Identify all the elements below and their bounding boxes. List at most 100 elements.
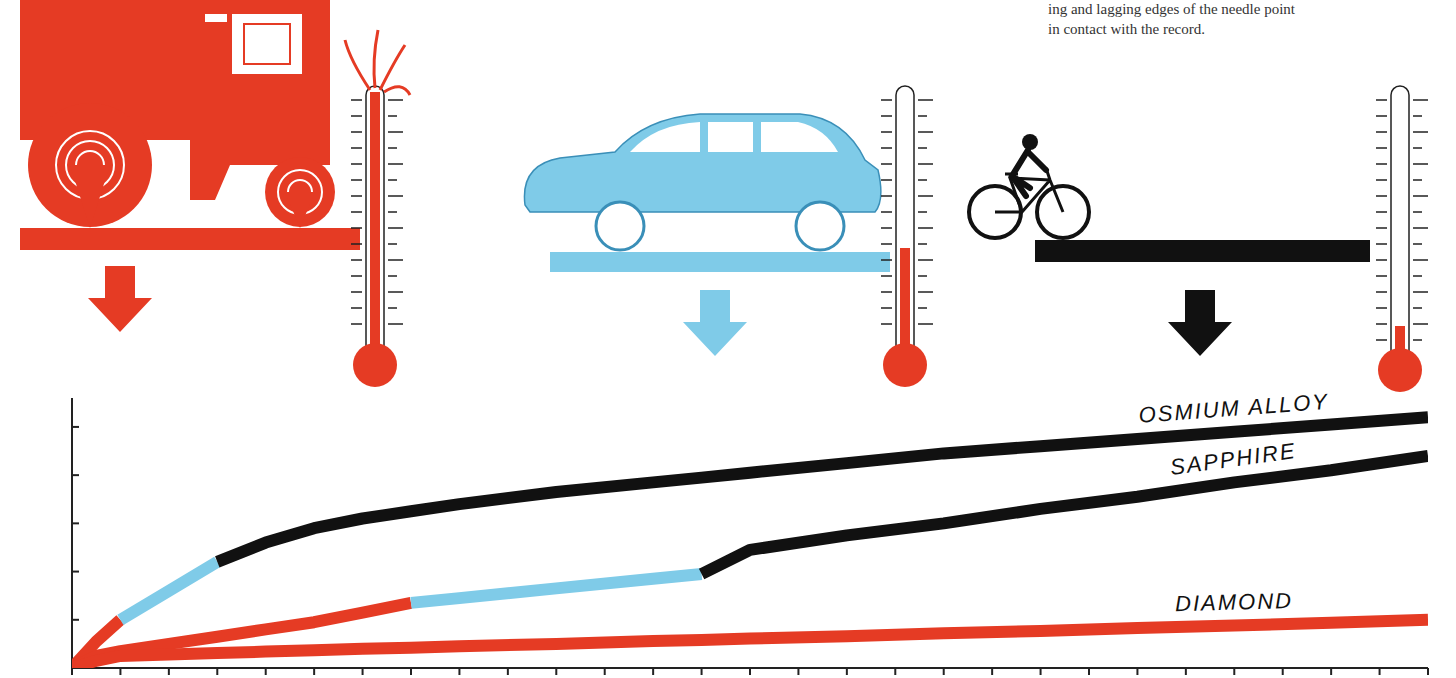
road xyxy=(20,228,360,250)
y-tick xyxy=(72,474,79,476)
thermo-scale xyxy=(388,115,397,117)
thermo-scale xyxy=(918,163,933,165)
thermo-scale xyxy=(881,131,892,133)
x-tick xyxy=(168,668,170,675)
thermo-scale xyxy=(881,195,892,197)
car-body xyxy=(524,114,880,212)
bicycle xyxy=(969,134,1370,262)
x-tick xyxy=(216,668,218,675)
rider xyxy=(1012,150,1046,196)
thermo-scale xyxy=(388,99,403,101)
thermo-scale xyxy=(388,163,403,165)
thermo-scale xyxy=(1413,179,1422,181)
thermo-scale xyxy=(1376,147,1387,149)
thermo-scale xyxy=(351,275,362,277)
thermo-tube xyxy=(896,86,914,365)
thermo-scale xyxy=(1376,339,1387,341)
thermo-scale xyxy=(351,291,362,293)
thermo-scale xyxy=(388,291,403,293)
thermo-tube xyxy=(366,86,384,365)
thermo-scale xyxy=(918,115,927,117)
thermo-scale xyxy=(1413,211,1422,213)
thermo-scale xyxy=(881,227,892,229)
thermo-scale xyxy=(1376,211,1387,213)
x-tick xyxy=(1379,668,1381,675)
thermo-bulb xyxy=(353,343,397,387)
thermo-bulb xyxy=(883,343,927,387)
truck-wedge xyxy=(285,192,315,228)
thermo-scale xyxy=(881,211,892,213)
road xyxy=(1035,240,1370,262)
thermo-scale xyxy=(918,227,933,229)
x-tick xyxy=(1330,668,1332,675)
x-tick xyxy=(555,668,557,675)
thermo-scale xyxy=(351,323,362,325)
thermo-scale xyxy=(881,115,892,117)
series-label: OSMIUM ALLOY xyxy=(1138,389,1330,428)
x-tick xyxy=(894,668,896,675)
thermo-scale xyxy=(1376,307,1387,309)
thermo-scale xyxy=(918,99,933,101)
y-tick xyxy=(72,522,79,524)
x-tick xyxy=(265,668,267,675)
x-tick xyxy=(1136,668,1138,675)
thermo-scale xyxy=(388,259,403,261)
thermo-scale xyxy=(1376,131,1387,133)
y-tick xyxy=(72,571,79,573)
x-tick xyxy=(362,668,364,675)
thermo-scale xyxy=(1413,147,1422,149)
truck-wheel xyxy=(28,103,152,227)
truck xyxy=(20,0,360,250)
thermo-scale xyxy=(918,275,927,277)
series-labels: OSMIUM ALLOYSAPPHIREDIAMOND xyxy=(1138,389,1330,616)
thermo-scale xyxy=(1376,259,1387,261)
annotation: in contact with the record. xyxy=(1048,21,1205,37)
thermo-scale xyxy=(918,323,933,325)
rider-head xyxy=(1022,134,1038,150)
thermo-scale xyxy=(881,307,892,309)
y-tick xyxy=(72,426,79,428)
arrow xyxy=(88,266,152,332)
car-window xyxy=(761,122,838,152)
chart: ing and lagging edges of the needle poin… xyxy=(0,0,1456,678)
car-wheel xyxy=(796,202,844,250)
x-tick xyxy=(507,668,509,675)
series-label: SAPPHIRE xyxy=(1169,438,1298,480)
thermo-scale xyxy=(388,131,403,133)
thermo-scale xyxy=(1376,99,1387,101)
line-segment xyxy=(411,574,702,603)
x-tick xyxy=(1185,668,1187,675)
thermo-scale xyxy=(881,243,892,245)
x-tick xyxy=(1088,668,1090,675)
x-tick xyxy=(604,668,606,675)
thermo-scale xyxy=(1376,323,1387,325)
thermo-scale xyxy=(881,291,892,293)
thermo-scale xyxy=(881,163,892,165)
thermo-scale xyxy=(351,179,362,181)
thermo-scale xyxy=(351,195,362,197)
thermo-scale xyxy=(881,179,892,181)
thermo-scale xyxy=(388,211,397,213)
x-tick xyxy=(797,668,799,675)
thermometer xyxy=(351,86,403,387)
truck-wedge xyxy=(70,165,110,228)
thermo-scale xyxy=(918,211,927,213)
truck-window xyxy=(232,14,302,74)
line-segment xyxy=(72,620,1428,668)
thermo-scale xyxy=(918,259,933,261)
line-segment xyxy=(702,456,1428,574)
truck-wheel xyxy=(265,157,335,227)
thermo-scale xyxy=(918,307,927,309)
x-tick xyxy=(652,668,654,675)
thermo-scale xyxy=(388,227,403,229)
thermo-scale xyxy=(388,275,397,277)
thermo-scale xyxy=(881,99,892,101)
thermo-scale xyxy=(351,307,362,309)
thermo-scale xyxy=(351,99,362,101)
x-tick xyxy=(701,668,703,675)
thermo-scale xyxy=(881,323,892,325)
car-window xyxy=(708,122,753,152)
y-tick xyxy=(72,619,79,621)
x-tick xyxy=(943,668,945,675)
thermo-scale xyxy=(1376,179,1387,181)
